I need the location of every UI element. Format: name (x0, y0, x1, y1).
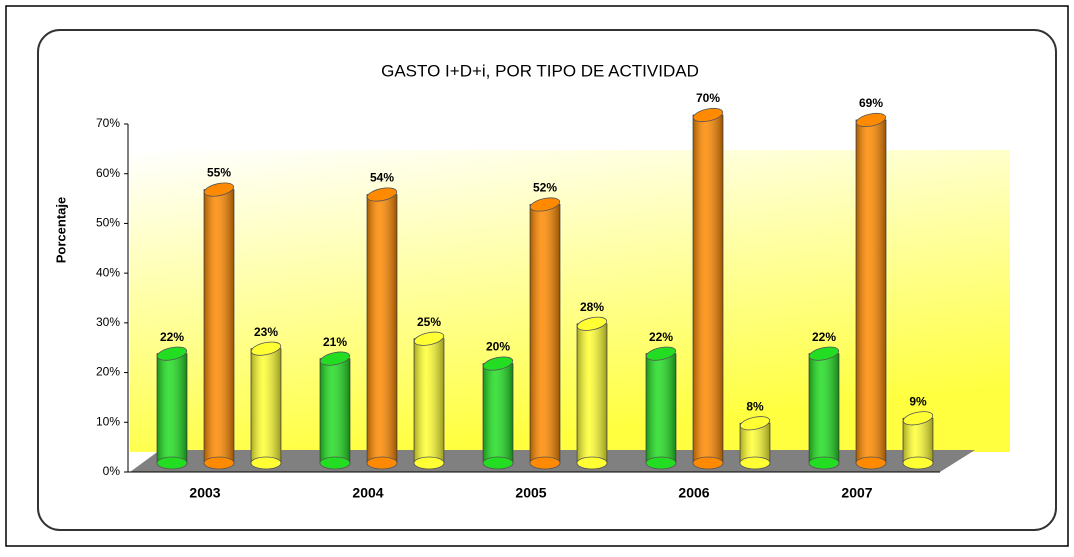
bar-bottom (692, 456, 724, 470)
bar-bottom (902, 456, 934, 470)
bar-top (692, 107, 724, 123)
chart-title: GASTO I+D+i, POR TIPO DE ACTIVIDAD (381, 61, 699, 80)
data-label: 8% (746, 399, 764, 413)
bar-top (482, 356, 514, 371)
bar-bottom (156, 456, 188, 470)
data-label: 21% (323, 335, 347, 349)
data-label: 69% (859, 96, 883, 110)
data-label: 22% (649, 330, 673, 344)
bar-bottom (529, 456, 561, 470)
y-tick-label: 40% (96, 265, 120, 279)
bar-shade (251, 348, 281, 463)
bar-shade (809, 353, 839, 463)
bar-bottom (482, 456, 514, 470)
bar-shade (693, 115, 723, 463)
bar (855, 112, 887, 470)
data-label: 22% (160, 330, 184, 344)
bar-top (529, 197, 561, 212)
bar-bottom (855, 456, 887, 470)
data-label: 23% (254, 325, 278, 339)
data-label: 25% (417, 315, 441, 329)
y-axis-label: Porcentaje (53, 197, 68, 263)
bar-top (413, 331, 445, 346)
bar (576, 316, 608, 470)
data-label: 54% (370, 171, 394, 185)
bar-bottom (808, 456, 840, 470)
x-tick-label: 2007 (841, 485, 872, 501)
bar-top (645, 346, 677, 361)
data-label: 28% (580, 300, 604, 314)
bar-top (250, 341, 282, 356)
y-tick-label: 50% (96, 216, 120, 230)
bar (692, 107, 724, 470)
bar-bottom (413, 456, 445, 470)
bar-bottom (319, 456, 351, 470)
bar-shade (577, 323, 607, 463)
bar (808, 346, 840, 470)
y-tick-label: 60% (96, 166, 120, 180)
data-label: 70% (696, 91, 720, 105)
bar-shade (856, 119, 886, 463)
y-tick-label: 30% (96, 315, 120, 329)
data-label: 9% (909, 394, 927, 408)
bar-top (203, 182, 235, 197)
bar (319, 351, 351, 470)
bar (645, 346, 677, 470)
bar-top (855, 112, 887, 128)
bar-bottom (250, 456, 282, 470)
bar (250, 341, 282, 470)
bar-shade (320, 358, 350, 463)
data-label: 20% (486, 340, 510, 354)
bar-top (576, 316, 608, 331)
bar-bottom (366, 456, 398, 470)
bar-top (739, 416, 771, 431)
bar (366, 187, 398, 470)
bar-shade (530, 204, 560, 463)
bar-shade (157, 353, 187, 463)
bar-top (319, 351, 351, 366)
bar-bottom (203, 456, 235, 470)
bar-shade (204, 189, 234, 464)
bar-bottom (739, 456, 771, 470)
bar-shade (646, 353, 676, 463)
y-tick-label: 70% (96, 116, 120, 130)
bar-shade (483, 363, 513, 463)
bar-top (156, 346, 188, 361)
bar-top (808, 346, 840, 361)
x-tick-label: 2003 (189, 485, 220, 501)
bar (902, 411, 934, 470)
bar (529, 197, 561, 470)
y-tick-label: 0% (103, 464, 121, 478)
x-tick-label: 2006 (678, 485, 709, 501)
bar-bottom (645, 456, 677, 470)
bar (413, 331, 445, 470)
bar-top (366, 187, 398, 202)
x-tick-label: 2005 (515, 485, 546, 501)
bar-shade (414, 338, 444, 463)
bar (203, 182, 235, 470)
data-label: 22% (812, 330, 836, 344)
data-label: 52% (533, 181, 557, 195)
y-tick-label: 10% (96, 414, 120, 428)
bar (156, 346, 188, 470)
bar (482, 356, 514, 470)
y-tick-label: 20% (96, 365, 120, 379)
bar (739, 416, 771, 470)
bar-top (902, 411, 934, 426)
bar-shade (903, 418, 933, 463)
bar-shade (367, 194, 397, 464)
x-tick-label: 2004 (352, 485, 383, 501)
bar-bottom (576, 456, 608, 470)
data-label: 55% (207, 166, 231, 180)
